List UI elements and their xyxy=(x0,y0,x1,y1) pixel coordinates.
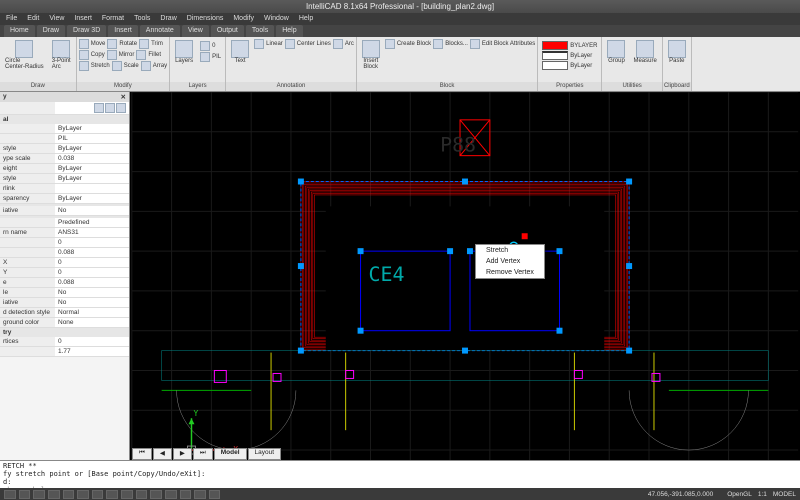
tab-help[interactable]: Help xyxy=(276,25,302,37)
menu-view[interactable]: View xyxy=(49,13,64,25)
status-toggle-13[interactable] xyxy=(194,490,206,499)
menu-format[interactable]: Format xyxy=(102,13,124,25)
btn-copy[interactable] xyxy=(79,50,89,60)
btn-linear[interactable] xyxy=(254,39,264,49)
btn-rotate[interactable] xyxy=(107,39,117,49)
status-toggle-2[interactable] xyxy=(33,490,45,499)
menu-edit[interactable]: Edit xyxy=(27,13,39,25)
svg-text:P88: P88 xyxy=(440,134,476,157)
status-toggle-4[interactable] xyxy=(63,490,75,499)
menu-dimensions[interactable]: Dimensions xyxy=(187,13,224,25)
properties-panel: y✕alByLayerPILstyleByLayerype scale0.038… xyxy=(0,92,130,460)
tab-tools[interactable]: Tools xyxy=(246,25,274,37)
tab-draw3d[interactable]: Draw 3D xyxy=(67,25,106,37)
svg-text:CE4: CE4 xyxy=(369,263,405,286)
ctx-stretch[interactable]: Stretch xyxy=(476,245,544,256)
status-toggle-0[interactable] xyxy=(4,490,16,499)
command-line[interactable]: RETCH ** fy stretch point or [Base point… xyxy=(0,460,800,488)
btn-circle[interactable]: CircleCenter-Radius xyxy=(2,39,47,71)
btn-array[interactable] xyxy=(141,61,151,71)
status-toggle-12[interactable] xyxy=(180,490,192,499)
status-toggle-10[interactable] xyxy=(150,490,162,499)
btn-scale[interactable] xyxy=(112,61,122,71)
btn-group[interactable]: Group xyxy=(604,39,628,65)
btn-3-point[interactable]: 3-PointArc xyxy=(49,39,74,71)
menu-help[interactable]: Help xyxy=(299,13,313,25)
btn-edit block attributes[interactable] xyxy=(470,39,480,49)
tab-layout[interactable]: Layout xyxy=(248,448,282,460)
menu-window[interactable]: Window xyxy=(264,13,289,25)
title-bar: IntelliCAD 8.1x64 Professional - [buildi… xyxy=(0,0,800,13)
tab-annotate[interactable]: Annotate xyxy=(140,25,180,37)
status-coords: 47.056,-391.085,0.000 xyxy=(648,491,713,498)
btn-text[interactable]: Text xyxy=(228,39,252,65)
tab-insert[interactable]: Insert xyxy=(108,25,138,37)
menu-draw[interactable]: Draw xyxy=(160,13,176,25)
btn-fillet[interactable] xyxy=(136,50,146,60)
btn-trim[interactable] xyxy=(139,39,149,49)
status-toggle-9[interactable] xyxy=(136,490,148,499)
tab-draw[interactable]: Draw xyxy=(37,25,65,37)
btn-arc[interactable] xyxy=(333,39,343,49)
ribbon: CircleCenter-Radius3-PointArcDrawMove Ro… xyxy=(0,37,800,92)
ctx-add-vertex[interactable]: Add Vertex xyxy=(476,256,544,267)
btn-move[interactable] xyxy=(79,39,89,49)
status-toggle-1[interactable] xyxy=(19,490,31,499)
status-toggle-7[interactable] xyxy=(106,490,118,499)
tab-view[interactable]: View xyxy=(182,25,209,37)
menu-insert[interactable]: Insert xyxy=(74,13,92,25)
status-toggle-14[interactable] xyxy=(209,490,221,499)
tab-home[interactable]: Home xyxy=(4,25,35,37)
status-toggle-11[interactable] xyxy=(165,490,177,499)
btn-insert[interactable]: InsertBlock xyxy=(359,39,383,71)
status-bar: 47.056,-391.085,0.000 OpenGL1:1MODEL xyxy=(0,488,800,500)
ctx-remove-vertex[interactable]: Remove Vertex xyxy=(476,267,544,278)
btn-paste[interactable]: Paste xyxy=(665,39,689,65)
menu-modify[interactable]: Modify xyxy=(233,13,254,25)
menu-bar: File Edit View Insert Format Tools Draw Dimensi… xyxy=(0,13,800,25)
btn-center lines[interactable] xyxy=(285,39,295,49)
drawing-canvas[interactable]: P88CE4YX StretchAdd VertexRemove Vertex xyxy=(130,92,800,460)
status-toggle-6[interactable] xyxy=(92,490,104,499)
model-layout-tabs[interactable]: ⏮◀▶⏭ModelLayout xyxy=(132,448,281,460)
ribbon-tabs: HomeDrawDraw 3DInsertAnnotateViewOutputT… xyxy=(0,25,800,37)
menu-tools[interactable]: Tools xyxy=(134,13,150,25)
svg-text:Y: Y xyxy=(193,409,198,418)
btn-layers[interactable]: Layers xyxy=(172,39,196,65)
btn-measure[interactable]: Measure xyxy=(630,39,659,65)
menu-file[interactable]: File xyxy=(6,13,17,25)
status-toggle-5[interactable] xyxy=(77,490,89,499)
btn-mirror[interactable] xyxy=(107,50,117,60)
status-toggle-3[interactable] xyxy=(48,490,60,499)
btn-blocks...[interactable] xyxy=(433,39,443,49)
context-menu[interactable]: StretchAdd VertexRemove Vertex xyxy=(475,244,545,279)
btn-create block[interactable] xyxy=(385,39,395,49)
tab-output[interactable]: Output xyxy=(211,25,244,37)
status-toggle-8[interactable] xyxy=(121,490,133,499)
tab-model[interactable]: Model xyxy=(214,448,247,460)
btn-stretch[interactable] xyxy=(79,61,89,71)
